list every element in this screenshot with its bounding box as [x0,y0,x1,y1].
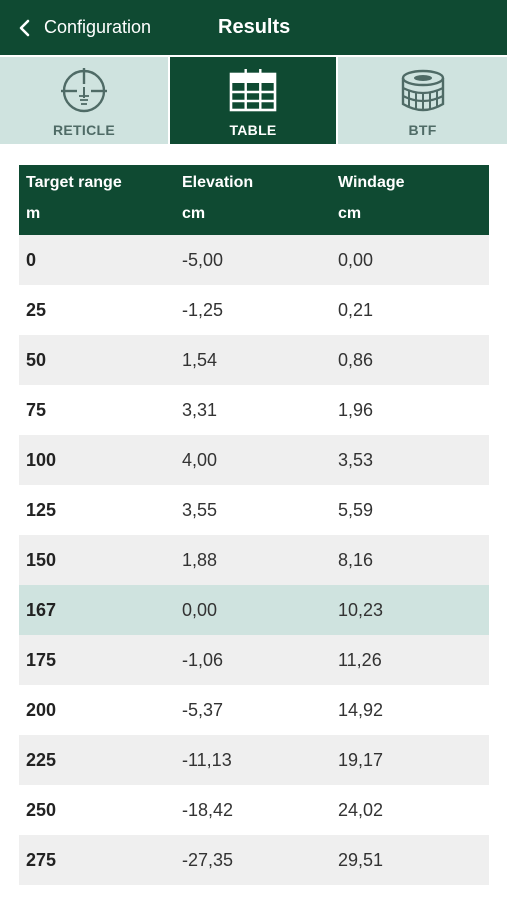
header-unit: cm [182,205,206,222]
tab-table[interactable]: TABLE [168,57,336,144]
tab-reticle-label: RETICLE [53,122,115,138]
elevation-cell: -5,37 [182,700,224,720]
range-cell: 0 [26,250,37,270]
range-cell: 200 [26,700,57,720]
table-row[interactable]: 200 -5,37 14,92 [19,685,489,735]
range-cell: 275 [26,850,57,870]
windage-cell: 8,16 [338,550,374,570]
header-title: Target range [26,174,122,191]
elevation-cell: -1,06 [182,650,224,670]
range-cell: 167 [26,600,57,620]
elevation-cell: -27,35 [182,850,234,870]
elevation-cell: 4,00 [182,450,218,470]
range-cell: 175 [26,650,57,670]
windage-cell: 5,59 [338,500,374,520]
range-cell: 125 [26,500,57,520]
back-button-label: Configuration [44,17,152,37]
table-row[interactable]: 167 0,00 10,23 [19,585,489,635]
windage-cell: 29,51 [338,850,384,870]
elevation-cell: -11,13 [182,750,232,770]
table-row[interactable]: 225 -11,13 19,17 [19,735,489,785]
tab-table-label: TABLE [229,122,277,138]
reticle-icon [61,68,107,113]
table-row[interactable]: 100 4,00 3,53 [19,435,489,485]
range-cell: 75 [26,400,47,420]
page-title: Results [218,16,291,38]
range-cell: 150 [26,550,57,570]
elevation-cell: -18,42 [182,800,234,820]
table-icon [229,69,277,112]
elevation-cell: 1,54 [182,350,218,370]
windage-cell: 14,92 [338,700,384,720]
elevation-cell: -1,25 [182,300,224,320]
elevation-cell: 3,55 [182,500,218,520]
table-body: 0 -5,00 0,00 25 -1,25 0,21 50 1,54 0,86 75 3,31 1,9… [19,235,489,885]
range-cell: 100 [26,450,57,470]
header-unit: cm [338,205,362,222]
tab-btf[interactable]: BTF [336,57,507,144]
turret-icon [401,69,444,112]
range-cell: 50 [26,350,47,370]
table-row[interactable]: 125 3,55 5,59 [19,485,489,535]
header-unit: m [26,205,41,222]
table-row[interactable]: 25 -1,25 0,21 [19,285,489,335]
windage-cell: 3,53 [338,450,374,470]
windage-cell: 0,86 [338,350,374,370]
range-cell: 25 [26,300,47,320]
windage-cell: 11,26 [338,650,382,670]
windage-cell: 0,21 [338,300,374,320]
table-row[interactable]: 250 -18,42 24,02 [19,785,489,835]
page-title-container: Results [0,0,507,55]
header-title: Elevation [182,174,254,191]
table-row[interactable]: 50 1,54 0,86 [19,335,489,385]
range-cell: 225 [26,750,57,770]
header-title: Windage [338,174,405,191]
tab-btf-label: BTF [408,122,437,138]
windage-cell: 19,17 [338,750,384,770]
table-row[interactable]: 275 -27,35 29,51 [19,835,489,885]
elevation-cell: 1,88 [182,550,218,570]
results-tab-bar: RETICLE TABLE BTF [0,57,507,144]
elevation-cell: 3,31 [182,400,218,420]
navigation-bar: Configuration Results [0,0,507,55]
windage-cell: 0,00 [338,250,374,270]
tab-reticle[interactable]: RETICLE [0,57,168,144]
elevation-cell: 0,00 [182,600,218,620]
results-table: Target range m Elevation cm Windage cm 0… [19,165,489,885]
windage-cell: 24,02 [338,800,384,820]
range-cell: 250 [26,800,57,820]
back-button[interactable]: Configuration [14,0,151,55]
windage-cell: 1,96 [338,400,374,420]
chevron-left-icon [19,19,30,36]
windage-cell: 10,23 [338,600,384,620]
table-row[interactable]: 0 -5,00 0,00 [19,235,489,285]
table-row[interactable]: 75 3,31 1,96 [19,385,489,435]
table-row[interactable]: 150 1,88 8,16 [19,535,489,585]
table-header: Target range m Elevation cm Windage cm [19,165,489,235]
table-row[interactable]: 175 -1,06 11,26 [19,635,489,685]
elevation-cell: -5,00 [182,250,224,270]
